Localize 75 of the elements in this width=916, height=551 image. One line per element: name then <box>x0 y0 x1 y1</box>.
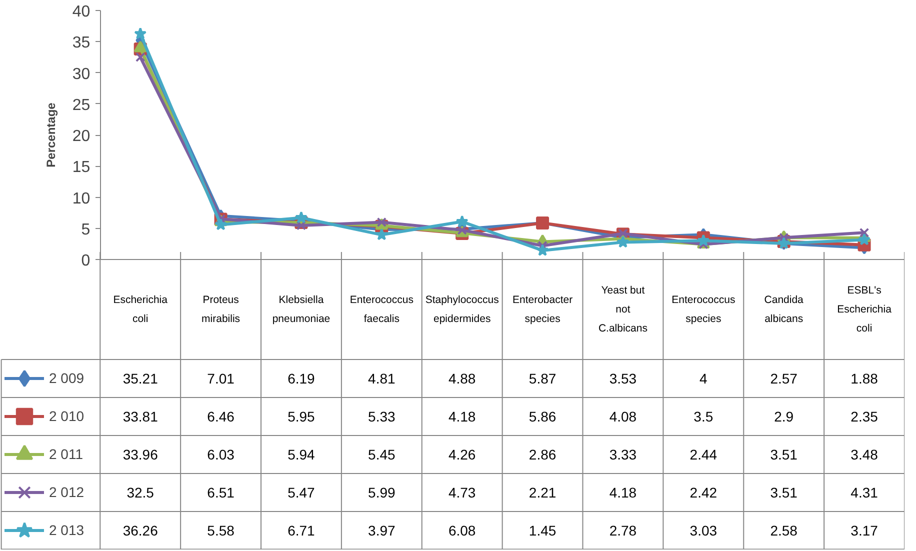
data-label: 4 <box>700 370 708 386</box>
data-label: 3.51 <box>770 446 798 462</box>
data-label: 33.81 <box>122 408 158 424</box>
legend-label: 2 011 <box>49 445 83 464</box>
y-tick-label: 40 <box>72 4 90 20</box>
data-label: 5.45 <box>368 446 396 462</box>
x-tick-label: Enterobacter species <box>512 294 574 326</box>
data-label: 5.94 <box>288 446 316 462</box>
data-label: 5.58 <box>207 522 235 538</box>
data-label: 2.44 <box>690 446 718 462</box>
data-label: 5.33 <box>368 408 396 424</box>
data-label: 5.86 <box>528 408 556 424</box>
y-tick-label: 20 <box>72 128 90 145</box>
data-label: 4.81 <box>368 370 396 386</box>
data-label: 4.08 <box>609 408 637 424</box>
y-tick-label: 5 <box>81 221 90 238</box>
data-label: 4.26 <box>448 446 476 462</box>
data-label: 6.08 <box>448 522 476 538</box>
data-label: 33.96 <box>122 446 158 462</box>
y-tick-label: 30 <box>72 66 90 83</box>
data-label: 4.88 <box>448 370 476 386</box>
y-tick-label: 10 <box>72 190 90 208</box>
legend-label: 2 010 <box>49 407 84 426</box>
data-label: 5.87 <box>528 370 556 386</box>
x-tick-label: Yeast but not C.albicans <box>598 284 648 335</box>
data-label: 36.26 <box>122 522 158 538</box>
legend-label: 2 012 <box>49 483 84 502</box>
data-label: 2.57 <box>770 370 798 386</box>
data-label: 1.88 <box>850 370 878 386</box>
data-label: 3.03 <box>690 522 718 538</box>
data-label: 3.48 <box>850 446 878 462</box>
data-label: 5.95 <box>288 408 316 424</box>
data-label: 3.17 <box>850 522 878 538</box>
data-label: 3.97 <box>368 522 396 538</box>
data-label: 1.45 <box>528 522 556 538</box>
data-label: 4.31 <box>850 484 878 500</box>
y-tick-label: 25 <box>72 96 90 114</box>
data-label: 2.86 <box>528 446 556 462</box>
y-tick-label: 0 <box>81 252 90 270</box>
data-label: 2.21 <box>528 484 556 500</box>
data-label: 6.19 <box>288 370 316 386</box>
y-tick-label: 15 <box>72 159 90 176</box>
legend-label: 2 009 <box>49 369 84 388</box>
x-tick-label: Proteus mirabilis <box>202 294 240 326</box>
data-label: 3.51 <box>770 484 798 500</box>
x-tick-label: Escherichia coli <box>113 294 168 326</box>
data-label: 6.51 <box>207 484 235 500</box>
data-label: 6.03 <box>207 446 235 462</box>
data-label: 4.73 <box>448 484 476 500</box>
data-label: 6.46 <box>207 408 235 424</box>
data-label: 3.5 <box>694 408 714 424</box>
data-label: 6.71 <box>288 522 316 538</box>
data-label: 4.18 <box>448 408 476 424</box>
legend-label: 2 013 <box>49 521 84 540</box>
x-tick-label: Enterococcus faecalis <box>350 294 414 326</box>
data-label: 5.99 <box>368 484 396 500</box>
data-label: 2.9 <box>774 408 794 424</box>
data-label: 2.58 <box>770 522 798 538</box>
x-tick-label: Enterococcus species <box>672 294 736 326</box>
x-tick-label: Candida albicans <box>764 294 804 326</box>
data-label: 5.47 <box>288 484 316 500</box>
data-label: 3.53 <box>609 370 637 386</box>
x-tick-label: ESBL's Escherichia coli <box>837 284 892 335</box>
data-label: 35.21 <box>122 370 158 386</box>
y-axis-title: Percentage <box>44 102 58 168</box>
data-label: 2.42 <box>690 484 718 500</box>
x-tick-label: Staphylococcus epidermides <box>425 294 499 326</box>
y-tick-label: 35 <box>72 34 90 52</box>
data-label: 2.78 <box>609 522 637 538</box>
x-tick-label: Klebsiella pneumoniae <box>272 294 330 326</box>
data-label: 32.5 <box>126 484 154 500</box>
data-label: 3.33 <box>609 446 637 462</box>
data-label: 2.35 <box>850 408 878 424</box>
data-label: 4.18 <box>609 484 637 500</box>
data-label: 7.01 <box>207 370 235 386</box>
